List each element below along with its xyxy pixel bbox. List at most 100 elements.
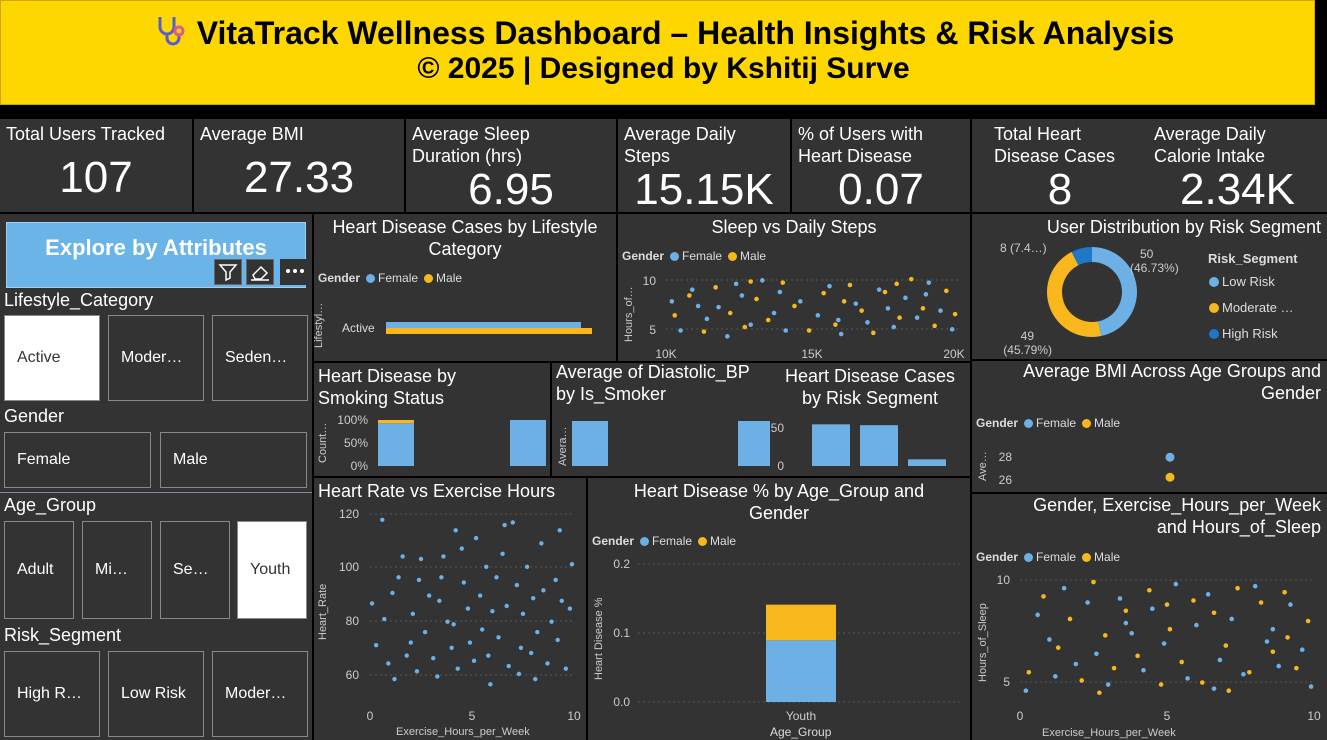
- scatter-point[interactable]: [414, 669, 420, 674]
- scatter-point[interactable]: [549, 619, 554, 624]
- scatter-point[interactable]: [539, 541, 544, 546]
- slicer-age-adult[interactable]: Adult: [4, 521, 74, 619]
- scatter-point[interactable]: [484, 564, 489, 570]
- chart-risk-donut[interactable]: User Distribution by Risk Segment Risk_S…: [972, 214, 1327, 359]
- scatter-point[interactable]: [461, 580, 467, 585]
- scatter-point[interactable]: [380, 517, 385, 523]
- scatter-point[interactable]: [1111, 665, 1117, 671]
- scatter-point[interactable]: [1226, 688, 1232, 693]
- scatter-point[interactable]: [1194, 622, 1199, 628]
- scatter-point[interactable]: [1288, 602, 1293, 607]
- scatter-point[interactable]: [1135, 653, 1140, 659]
- scatter-point[interactable]: [847, 282, 853, 288]
- scatter-point[interactable]: [914, 315, 920, 320]
- legend-swatch[interactable]: [1209, 277, 1219, 287]
- scatter-point[interactable]: [687, 293, 692, 298]
- scatter-point[interactable]: [777, 289, 783, 295]
- scatter-point[interactable]: [471, 658, 477, 664]
- scatter-point[interactable]: [903, 295, 908, 301]
- scatter-point[interactable]: [500, 551, 505, 556]
- donut-slice[interactable]: [1047, 251, 1102, 337]
- scatter-point[interactable]: [882, 289, 888, 295]
- kpi-average-steps[interactable]: Average Daily Steps 15.15K: [618, 119, 790, 214]
- stacked-bar-female[interactable]: [766, 640, 836, 702]
- kpi-heart-disease-pct[interactable]: % of Users with Heart Disease 0.07: [792, 119, 970, 214]
- scatter-point[interactable]: [833, 322, 838, 327]
- eraser-icon[interactable]: [246, 259, 274, 285]
- scatter-point[interactable]: [1091, 579, 1096, 585]
- scatter-point[interactable]: [1123, 620, 1129, 626]
- more-options-icon[interactable]: [280, 259, 310, 285]
- chart-bmi-age[interactable]: Average BMI Across Age Groups and Gender…: [972, 361, 1327, 492]
- scatter-point[interactable]: [1258, 600, 1264, 605]
- scatter-point[interactable]: [1264, 639, 1270, 644]
- scatter-point[interactable]: [392, 676, 397, 682]
- chart-sleep-steps[interactable]: Sleep vs Daily Steps Gender Female Male Ho…: [618, 214, 970, 361]
- scatter-point[interactable]: [502, 522, 507, 528]
- stacked-bar-male[interactable]: [378, 420, 414, 424]
- legend-swatch[interactable]: [1209, 329, 1219, 339]
- scatter-point[interactable]: [455, 666, 460, 671]
- scatter-point[interactable]: [1282, 590, 1287, 595]
- bar[interactable]: [860, 425, 898, 466]
- scatter-point[interactable]: [1241, 672, 1246, 677]
- scatter-point[interactable]: [510, 520, 515, 525]
- scatter-point[interactable]: [490, 609, 495, 614]
- scatter-point[interactable]: [1117, 596, 1123, 601]
- slicer-lifestyle-active[interactable]: Active: [4, 315, 100, 401]
- scatter-point[interactable]: [559, 598, 564, 603]
- scatter-point[interactable]: [1041, 594, 1046, 599]
- scatter-point[interactable]: [1085, 600, 1090, 605]
- scatter-point[interactable]: [733, 281, 739, 287]
- scatter-point[interactable]: [1217, 657, 1223, 663]
- scatter-point[interactable]: [496, 635, 501, 640]
- scatter-point[interactable]: [821, 290, 826, 296]
- scatter-point[interactable]: [701, 329, 707, 334]
- slicer-age-senior[interactable]: Se…: [160, 521, 230, 619]
- scatter-point[interactable]: [806, 328, 812, 333]
- scatter-point[interactable]: [453, 528, 458, 533]
- scatter-point[interactable]: [1308, 684, 1314, 689]
- scatter-point[interactable]: [771, 310, 777, 316]
- scatter-point[interactable]: [798, 299, 803, 304]
- slicer-risk-high[interactable]: High R…: [4, 651, 100, 737]
- chart-hr-exercise[interactable]: Heart Rate vs Exercise Hours Heart_Rate …: [314, 478, 586, 740]
- scatter-point[interactable]: [1223, 643, 1229, 648]
- scatter-point[interactable]: [1179, 659, 1184, 665]
- scatter-point[interactable]: [520, 611, 526, 617]
- scatter-point[interactable]: [1229, 616, 1234, 622]
- scatter-point[interactable]: [396, 575, 401, 580]
- scatter-point[interactable]: [885, 306, 891, 311]
- scatter-point[interactable]: [894, 281, 899, 287]
- scatter-point[interactable]: [504, 603, 509, 609]
- slicer-gender-female[interactable]: Female: [4, 432, 151, 488]
- scatter-point[interactable]: [853, 301, 859, 306]
- scatter-point[interactable]: [841, 299, 847, 304]
- scatter-point[interactable]: [944, 288, 949, 294]
- scatter-point[interactable]: [1061, 585, 1067, 591]
- scatter-point[interactable]: [437, 598, 442, 603]
- scatter-point[interactable]: [678, 328, 683, 333]
- scatter-point[interactable]: [792, 303, 797, 309]
- scatter-point[interactable]: [827, 283, 832, 289]
- scatter-point[interactable]: [390, 590, 395, 596]
- kpi-calorie-intake[interactable]: Average Daily Calorie Intake 2.34K: [1148, 119, 1327, 214]
- scatter-point[interactable]: [535, 629, 540, 635]
- slicer-gender-male[interactable]: Male: [160, 432, 307, 488]
- slicer-lifestyle-moderate[interactable]: Moder…: [108, 315, 204, 401]
- slicer-lifestyle-sedentary[interactable]: Seden…: [212, 315, 308, 401]
- scatter-point[interactable]: [1185, 676, 1190, 681]
- scatter-point[interactable]: [1276, 663, 1282, 669]
- scatter-point[interactable]: [695, 303, 701, 309]
- donut-slice[interactable]: [1071, 247, 1092, 266]
- scatter-point[interactable]: [524, 564, 530, 570]
- scatter-point[interactable]: [465, 606, 471, 611]
- scatter-point[interactable]: [1305, 618, 1311, 624]
- scatter-point[interactable]: [952, 311, 958, 317]
- scatter-point[interactable]: [441, 554, 446, 559]
- scatter-point[interactable]: [713, 285, 718, 290]
- scatter-point[interactable]: [445, 619, 450, 624]
- scatter-point[interactable]: [553, 577, 558, 583]
- scatter-point[interactable]: [1052, 674, 1058, 679]
- scatter-point[interactable]: [369, 601, 375, 606]
